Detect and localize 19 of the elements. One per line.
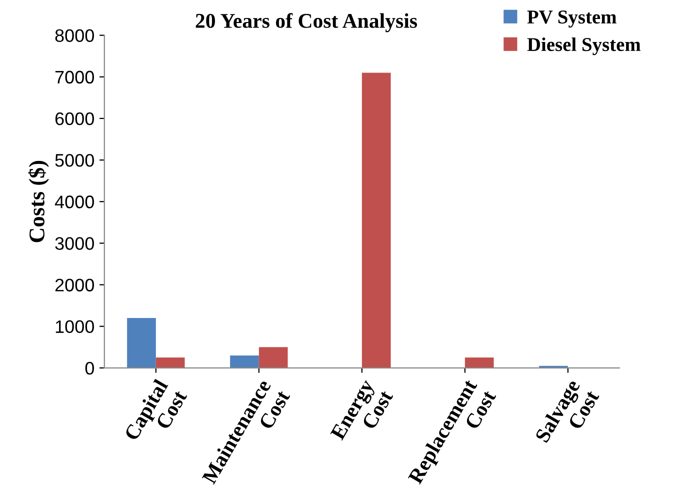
legend-label: PV System: [527, 10, 616, 28]
bar: [156, 358, 185, 368]
y-tick-label: 0: [85, 362, 94, 375]
bar: [258, 347, 288, 368]
y-tick-label: 8000: [55, 29, 94, 42]
bar: [230, 355, 259, 368]
y-tick-label: 6000: [55, 112, 94, 126]
y-tick-label: 7000: [55, 70, 94, 84]
bar: [464, 358, 494, 368]
bar: [362, 72, 391, 368]
legend-label: Diesel System: [527, 37, 641, 56]
bar: [127, 318, 156, 368]
chart-title: 20 Years of Cost Analysis: [196, 13, 418, 32]
y-axis-title: Costs ($): [28, 160, 49, 242]
y-tick-label: 1000: [56, 320, 94, 334]
y-tick-label: 3000: [55, 237, 94, 250]
y-tick-label: 5000: [55, 154, 94, 167]
y-tick-label: 4000: [54, 196, 94, 208]
y-tick-label: 2000: [55, 278, 94, 292]
